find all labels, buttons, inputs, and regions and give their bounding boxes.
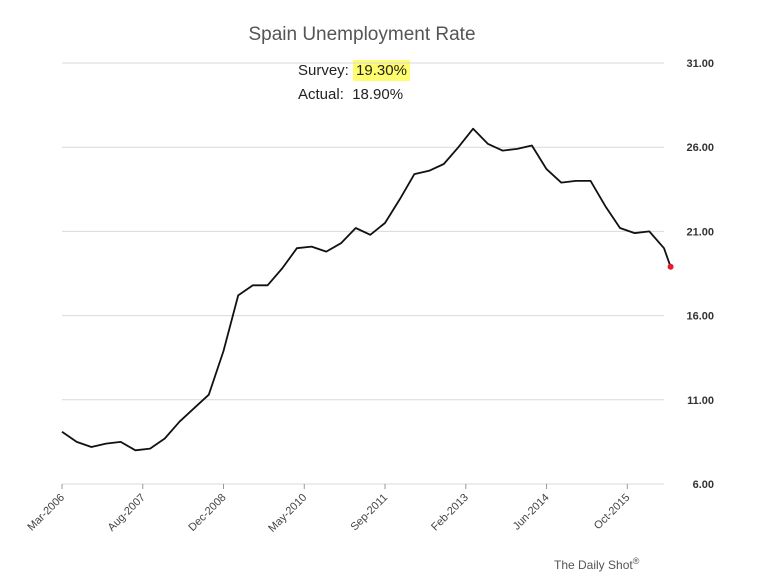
x-tick-label: Dec-2008: [186, 492, 228, 534]
chart-title: Spain Unemployment Rate: [248, 24, 476, 45]
actual-annotation: Actual: 18.90%: [298, 86, 403, 103]
credit-mark: ®: [632, 556, 640, 566]
x-tick-label: Jun-2014: [511, 492, 552, 533]
x-tick-label: Sep-2011: [349, 492, 391, 534]
actual-value: 18.90%: [352, 86, 404, 103]
y-tick-label: 16.00: [686, 311, 714, 323]
y-tick-label: 26.00: [686, 142, 714, 154]
survey-value: 19.30%: [353, 60, 410, 81]
x-tick-label: Oct-2015: [592, 492, 632, 532]
survey-label: Survey:: [298, 62, 349, 79]
y-tick-label: 31.00: [686, 58, 714, 70]
y-tick-label: 11.00: [687, 395, 714, 407]
x-tick-label: Mar-2006: [25, 492, 67, 534]
x-tick-label: Aug-2007: [106, 492, 148, 534]
actual-label: Actual:: [298, 86, 344, 103]
series-line: [61, 127, 672, 452]
survey-annotation: Survey: 19.30%: [298, 60, 410, 81]
credit-text: The Daily Shot: [554, 558, 633, 572]
source-credit: The Daily Shot®: [554, 556, 639, 572]
y-tick-label: 6.00: [693, 479, 714, 491]
x-tick-label: May-2010: [266, 492, 309, 535]
last-data-point: [667, 263, 674, 270]
y-tick-label: 21.00: [686, 226, 714, 238]
x-tick-label: Feb-2013: [429, 492, 471, 534]
